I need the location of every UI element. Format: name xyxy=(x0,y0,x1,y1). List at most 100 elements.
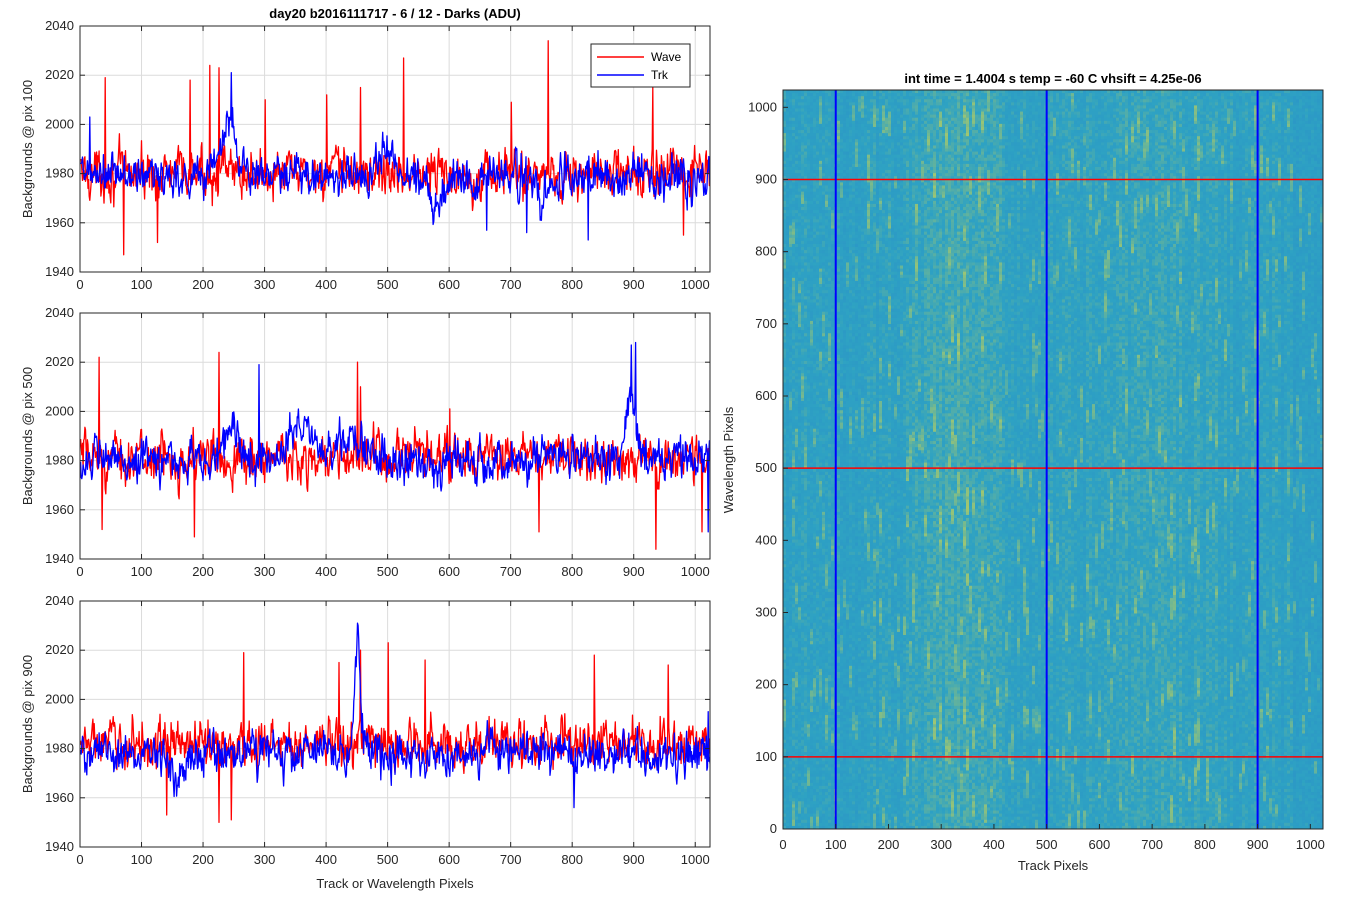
heatmap-cell xyxy=(840,126,844,131)
heatmap-cell xyxy=(819,594,823,599)
heatmap-cell xyxy=(837,404,841,408)
heatmap-cell xyxy=(795,142,799,146)
heatmap-cell xyxy=(789,696,793,701)
heatmap-cell xyxy=(810,327,814,331)
heatmap-cell xyxy=(810,391,814,396)
heatmap-cell xyxy=(786,117,790,122)
heatmap-cell xyxy=(795,471,799,476)
heatmap-cell xyxy=(783,779,787,784)
heatmap-cell xyxy=(840,413,844,417)
heatmap-cell xyxy=(831,696,835,701)
heatmap-cell xyxy=(819,382,823,386)
heatmap-cell xyxy=(831,456,835,460)
heatmap-cell xyxy=(792,662,796,667)
heatmap-cell xyxy=(828,684,832,688)
heatmap-cell xyxy=(816,601,820,605)
heatmap-cell xyxy=(801,764,805,768)
heatmap-cell xyxy=(837,145,841,149)
heatmap-cell xyxy=(813,468,817,473)
heatmap-cell xyxy=(792,527,796,531)
heatmap-cell xyxy=(801,225,805,229)
heatmap-cell xyxy=(804,324,808,328)
heatmap-cell xyxy=(822,733,826,738)
heatmap-cell xyxy=(801,447,805,451)
heatmap-cell xyxy=(798,564,802,568)
heatmap-cell xyxy=(813,792,817,796)
heatmap-cell xyxy=(795,770,799,774)
heatmap-cell xyxy=(789,477,793,482)
heatmap-cell xyxy=(822,761,826,765)
heatmap-cell xyxy=(831,758,835,762)
heatmap-cell xyxy=(786,524,790,528)
heatmap-cell xyxy=(786,126,790,131)
heatmap-cell xyxy=(825,585,829,590)
heatmap-cell xyxy=(810,311,814,316)
heatmap-cell xyxy=(825,795,829,799)
heatmap-cell xyxy=(822,825,826,829)
heatmap-cell xyxy=(816,462,820,467)
heatmap-cell xyxy=(831,225,835,229)
heatmap-cell xyxy=(804,730,808,734)
heatmap-cell xyxy=(804,370,808,374)
heatmap-cell xyxy=(789,573,793,577)
heatmap-cell xyxy=(810,173,814,177)
heatmap-cell xyxy=(798,419,802,423)
heatmap-cell xyxy=(789,453,793,457)
heatmap-cell xyxy=(828,108,832,112)
heatmap-cell xyxy=(822,428,826,433)
heatmap-cell xyxy=(816,681,820,685)
heatmap-cell xyxy=(783,579,787,584)
heatmap-cell xyxy=(819,441,823,445)
heatmap-cell xyxy=(813,225,817,229)
heatmap-cell xyxy=(822,576,826,580)
heatmap-cell xyxy=(798,641,802,645)
heatmap-cell xyxy=(789,465,793,470)
heatmap-cell xyxy=(792,287,796,291)
heatmap-cell xyxy=(822,579,826,584)
heatmap-cell xyxy=(810,450,814,454)
heatmap-cell xyxy=(813,545,817,550)
heatmap-cell xyxy=(825,108,829,112)
heatmap-cell xyxy=(810,727,814,731)
heatmap-cell xyxy=(813,625,817,630)
heatmap-cell xyxy=(804,748,808,753)
heatmap-cell xyxy=(795,647,799,651)
heatmap-cell xyxy=(831,111,835,116)
heatmap-cell xyxy=(783,493,787,497)
heatmap-cell xyxy=(792,305,796,310)
heatmap-cell xyxy=(786,727,790,731)
heatmap-cell xyxy=(795,240,799,245)
heatmap-cell xyxy=(822,496,826,500)
heatmap-cell xyxy=(810,342,814,346)
heatmap-cell xyxy=(795,136,799,140)
heatmap-cell xyxy=(840,102,844,106)
heatmap-cell xyxy=(813,610,817,614)
heatmap-cell xyxy=(840,477,844,482)
heatmap-cell xyxy=(804,133,808,137)
heatmap-cell xyxy=(801,745,805,750)
heatmap-cell xyxy=(819,302,823,306)
heatmap-cell xyxy=(801,770,805,774)
heatmap-cell xyxy=(837,764,841,768)
heatmap-cell xyxy=(822,484,826,488)
heatmap-cell xyxy=(792,530,796,534)
heatmap-cell xyxy=(801,265,805,269)
heatmap-cell xyxy=(795,542,799,547)
heatmap-cell xyxy=(831,539,835,544)
heatmap-cell xyxy=(792,133,796,137)
heatmap-cell xyxy=(825,758,829,762)
heatmap-cell xyxy=(828,93,832,97)
heatmap-cell xyxy=(831,182,835,186)
heatmap-cell xyxy=(840,425,844,430)
heatmap-cell xyxy=(837,271,841,276)
heatmap-cell xyxy=(825,699,829,704)
heatmap-cell xyxy=(810,191,814,196)
heatmap-cell xyxy=(813,761,817,765)
heatmap-cell xyxy=(831,234,835,239)
heatmap-cell xyxy=(786,410,790,414)
heatmap-cell xyxy=(795,151,799,156)
heatmap-cell xyxy=(783,99,787,103)
heatmap-cell xyxy=(840,280,844,285)
heatmap-cell xyxy=(798,182,802,186)
heatmap-cell xyxy=(801,813,805,818)
